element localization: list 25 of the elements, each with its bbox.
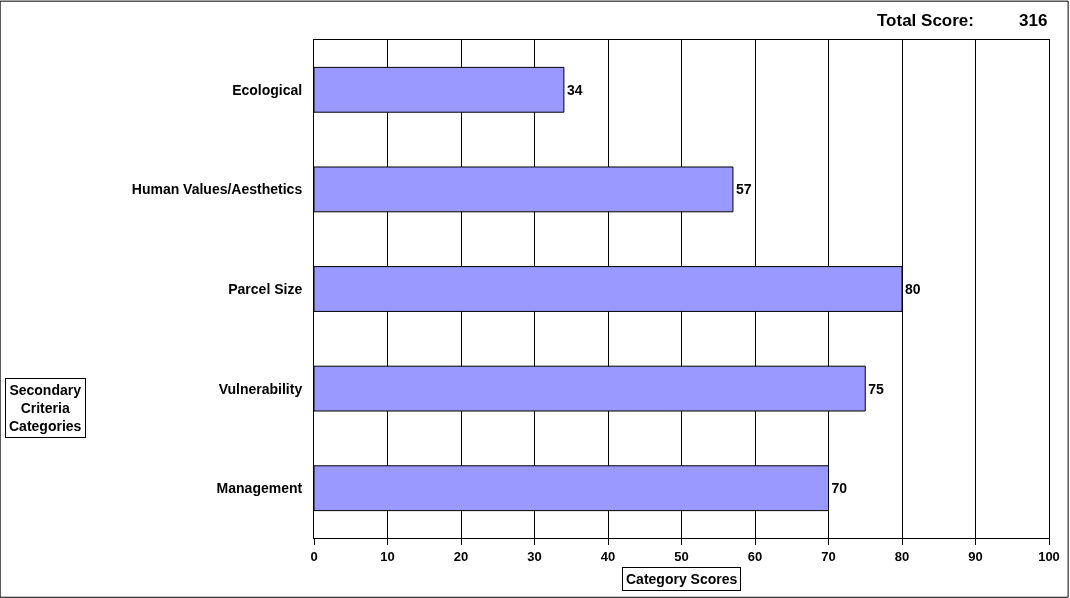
y-tick-label: Ecological <box>232 81 303 98</box>
x-tick-label: 50 <box>674 548 689 564</box>
data-label: 34 <box>566 81 583 98</box>
data-label: 75 <box>868 380 885 397</box>
x-tick-label: 0 <box>310 548 318 564</box>
x-tick-label: 10 <box>380 548 395 564</box>
y-tick-label: Management <box>216 480 303 497</box>
x-tick-label: 40 <box>600 548 616 564</box>
x-axis-title: Category Scores <box>626 571 738 587</box>
x-tick-label: 30 <box>527 548 542 564</box>
y-axis-title: Secondary Criteria Categories <box>9 382 82 435</box>
y-tick-label: Human Values/Aesthetics <box>131 181 303 198</box>
text: Total Score: <box>877 11 974 30</box>
data-label: 80 <box>905 281 921 297</box>
x-tick-label: 80 <box>894 548 910 564</box>
x-tick-label: 100 <box>1038 548 1060 564</box>
data-label: 57 <box>735 181 752 198</box>
data-label: 70 <box>831 480 848 497</box>
text: 316 <box>1019 11 1048 30</box>
y-tick-label: Parcel Size <box>228 280 303 297</box>
y-tick-label: Vulnerability <box>218 380 303 397</box>
x-tick-label: 20 <box>453 548 469 564</box>
x-tick-label: 90 <box>968 548 983 564</box>
x-tick-label: 60 <box>747 548 763 564</box>
x-tick-label: 70 <box>821 548 836 564</box>
